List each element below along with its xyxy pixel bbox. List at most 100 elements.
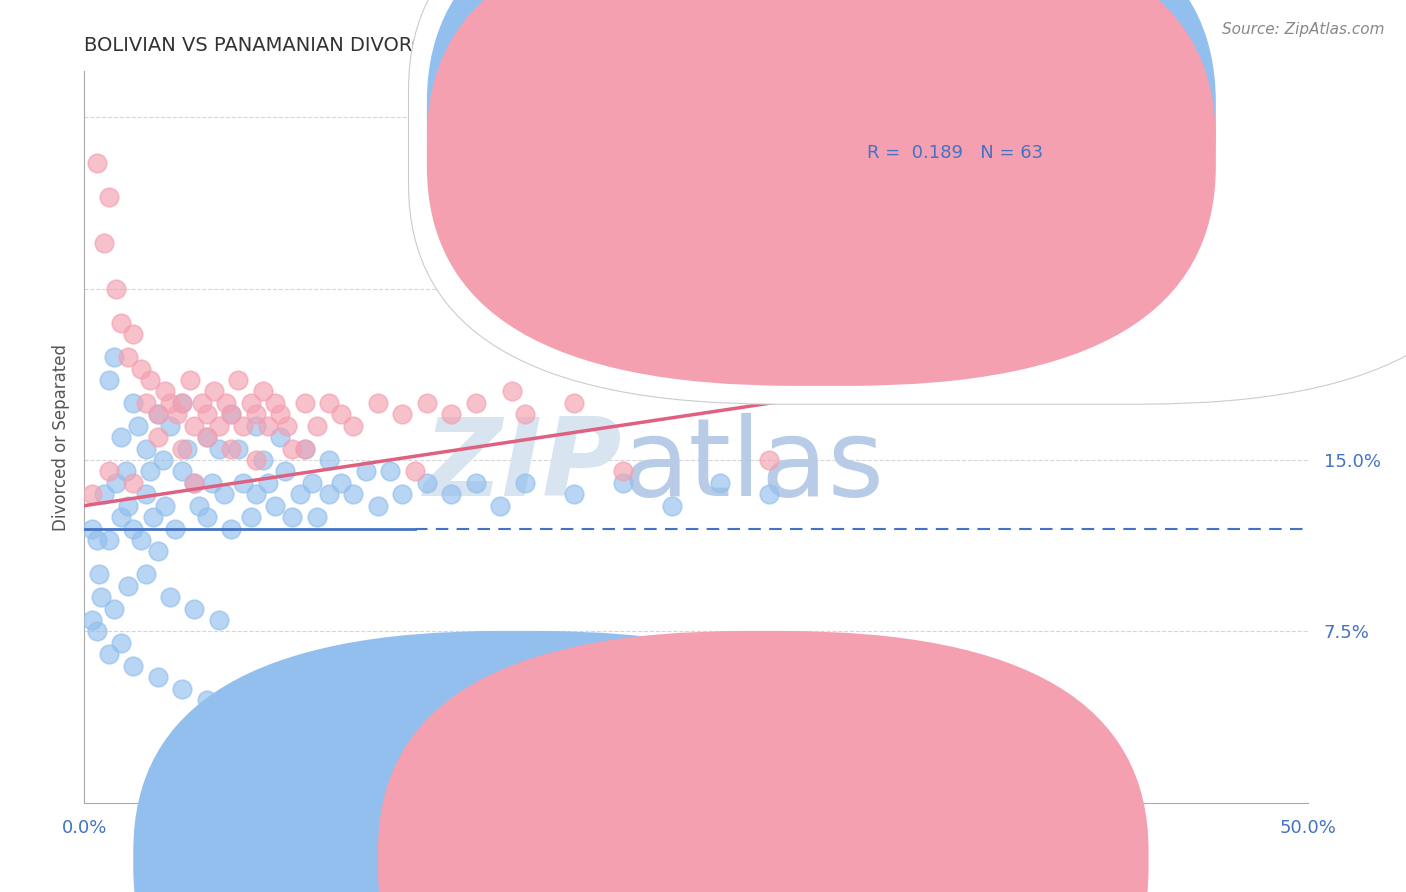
Point [219, 407, 242, 421]
Point [416, 396, 439, 410]
Point [195, 430, 218, 444]
Point [264, 396, 287, 410]
Point [318, 396, 340, 410]
Point [159, 418, 181, 433]
Point [90, 590, 112, 604]
Point [709, 475, 731, 490]
Point [179, 373, 201, 387]
Point [188, 499, 211, 513]
Point [146, 430, 169, 444]
Point [464, 475, 486, 490]
Point [208, 613, 231, 627]
Point [97, 373, 120, 387]
FancyBboxPatch shape [427, 0, 1216, 350]
Text: R = 0.002   N = 87: R = 0.002 N = 87 [868, 107, 1038, 125]
Point [294, 396, 316, 410]
Point [80, 613, 103, 627]
Point [288, 487, 311, 501]
Point [685, 316, 707, 330]
Point [758, 453, 780, 467]
FancyBboxPatch shape [134, 631, 904, 892]
Point [219, 442, 242, 456]
Point [110, 510, 132, 524]
Point [239, 396, 262, 410]
Point [367, 499, 389, 513]
Point [245, 418, 267, 433]
Point [183, 418, 205, 433]
Point [97, 647, 120, 661]
Point [110, 430, 132, 444]
Point [208, 442, 231, 456]
Point [146, 407, 169, 421]
Point [228, 373, 250, 387]
Point [172, 396, 194, 410]
Point [239, 510, 262, 524]
Point [380, 464, 402, 478]
Point [276, 418, 298, 433]
Point [367, 396, 389, 410]
Point [122, 475, 145, 490]
Point [122, 521, 145, 535]
Point [153, 384, 176, 399]
Point [612, 464, 634, 478]
Point [391, 407, 413, 421]
Point [318, 487, 340, 501]
Point [105, 475, 128, 490]
Point [208, 418, 231, 433]
Point [305, 510, 328, 524]
Point [139, 373, 162, 387]
Point [200, 475, 222, 490]
Point [202, 384, 225, 399]
Point [103, 350, 125, 364]
Point [172, 442, 194, 456]
Point [195, 693, 218, 707]
Point [330, 475, 353, 490]
Point [612, 475, 634, 490]
Point [856, 373, 879, 387]
Point [105, 281, 128, 295]
Point [122, 396, 145, 410]
Point [245, 407, 267, 421]
Point [661, 499, 683, 513]
Point [153, 499, 176, 513]
Point [139, 464, 162, 478]
Point [758, 487, 780, 501]
Point [264, 499, 287, 513]
Point [135, 442, 157, 456]
Text: BOLIVIAN VS PANAMANIAN DIVORCED OR SEPARATED CORRELATION CHART: BOLIVIAN VS PANAMANIAN DIVORCED OR SEPAR… [84, 36, 823, 54]
Point [135, 567, 157, 582]
Y-axis label: Divorced or Separated: Divorced or Separated [52, 343, 70, 531]
Point [354, 464, 377, 478]
Text: Panamanians: Panamanians [794, 850, 914, 868]
Text: ZIP: ZIP [425, 413, 623, 519]
Point [135, 487, 157, 501]
Point [416, 475, 439, 490]
Point [513, 407, 536, 421]
Point [195, 407, 218, 421]
Point [305, 418, 328, 433]
Point [232, 475, 254, 490]
Point [195, 510, 218, 524]
Point [122, 658, 145, 673]
Point [117, 499, 139, 513]
Point [97, 533, 120, 547]
Text: Source: ZipAtlas.com: Source: ZipAtlas.com [1222, 22, 1385, 37]
Point [342, 487, 364, 501]
Point [257, 475, 280, 490]
Point [245, 487, 267, 501]
Point [281, 510, 304, 524]
Point [294, 442, 316, 456]
Point [301, 475, 323, 490]
Point [142, 510, 165, 524]
Point [176, 442, 198, 456]
Point [183, 601, 205, 615]
Point [489, 499, 512, 513]
Point [117, 579, 139, 593]
Point [135, 396, 157, 410]
Point [252, 453, 274, 467]
Point [93, 235, 115, 250]
Point [146, 544, 169, 558]
Point [86, 156, 108, 170]
Point [440, 407, 463, 421]
Point [232, 418, 254, 433]
